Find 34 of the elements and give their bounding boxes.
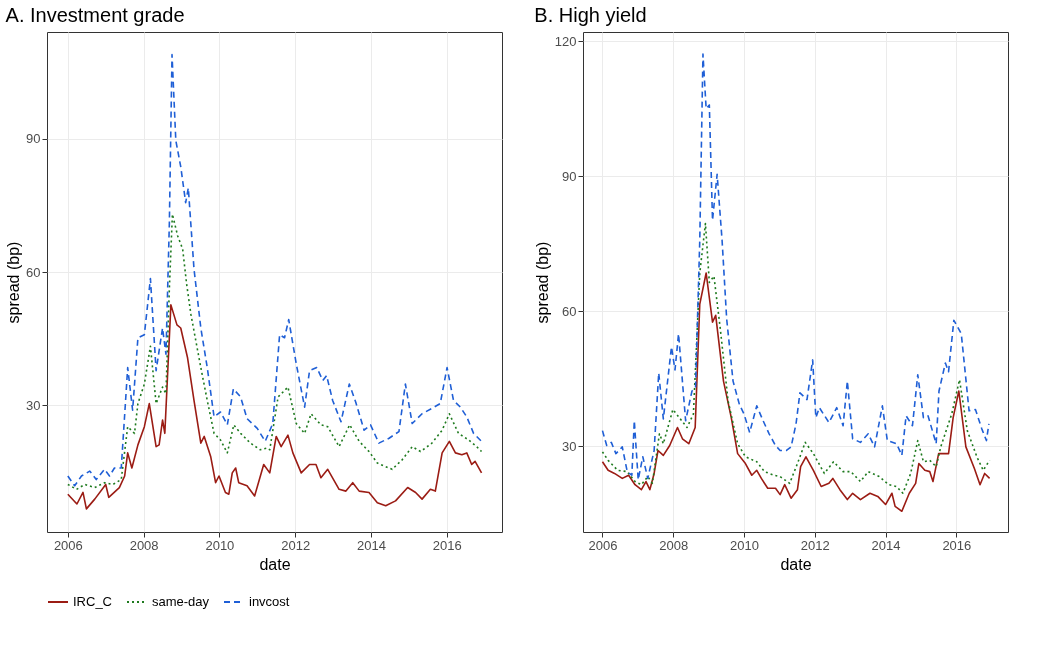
y-tick-label: 30 [562,438,577,454]
y-axis-title: spread (bp) [5,241,23,324]
line-series [67,304,483,510]
x-axis-title: date [259,555,291,573]
y-axis-title: spread (bp) [533,241,551,324]
y-tick-label: 90 [562,168,577,184]
line-series [67,213,483,491]
y-tick-label: 60 [26,264,41,280]
x-tick-label: 2006 [53,537,83,553]
line-series [601,272,991,513]
line-series [601,53,990,481]
legend-label: IRC_C [73,594,113,609]
x-tick-label: 2016 [432,537,462,553]
x-tick-label: 2006 [588,537,618,553]
chart-title: B. High yield [534,4,647,26]
y-tick-label: 120 [554,33,577,49]
x-tick-label: 2012 [281,537,311,553]
chart-title: A. Investment grade [5,4,185,26]
x-axis-title: date [780,555,812,573]
line-series [601,222,991,495]
y-tick-label: 60 [562,303,577,319]
legend-label: same-day [152,594,210,609]
y-tick-label: 90 [26,131,41,147]
x-tick-label: 2008 [129,537,159,553]
legend-label: invcost [249,594,290,609]
x-tick-label: 2010 [730,537,759,553]
x-tick-label: 2014 [356,537,386,553]
x-tick-label: 2014 [871,537,901,553]
y-tick-label: 30 [26,397,41,413]
line-series [67,53,483,487]
x-tick-label: 2008 [659,537,689,553]
x-tick-label: 2016 [942,537,972,553]
x-tick-label: 2010 [205,537,235,553]
x-tick-label: 2012 [800,537,830,553]
